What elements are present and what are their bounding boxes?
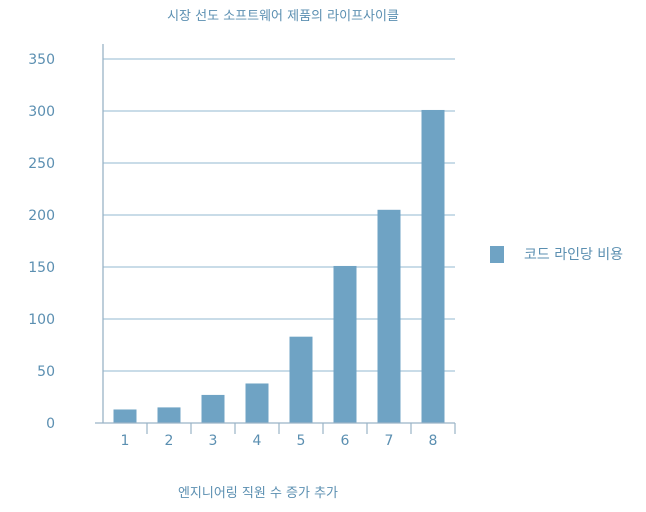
y-axis-ticks: 0 50 100 150 200 250 300 350 — [28, 52, 55, 432]
legend: 코드 라인당 비용 — [490, 246, 623, 263]
y-tick-label: 50 — [37, 364, 55, 380]
x-tick-label: 1 — [121, 433, 130, 449]
legend-swatch — [490, 246, 504, 263]
x-tick-label: 4 — [253, 433, 262, 449]
bar — [421, 109, 445, 424]
bar — [245, 383, 269, 423]
x-axis-label: 엔지니어링 직원 수 증가 추가 — [178, 486, 338, 501]
bar — [333, 265, 357, 423]
x-tick-label: 8 — [429, 433, 438, 449]
y-tick-label: 300 — [28, 104, 55, 120]
x-tick-label: 7 — [385, 433, 394, 449]
y-tick-label: 100 — [28, 312, 55, 328]
bar — [201, 394, 225, 423]
y-tick-label: 150 — [28, 260, 55, 276]
x-tick-label: 6 — [341, 433, 350, 449]
x-tick-label: 2 — [165, 433, 174, 449]
y-tick-label: 350 — [28, 52, 55, 68]
bar — [113, 409, 137, 423]
chart-title: 시장 선도 소프트웨어 제품의 라이프사이클 — [167, 9, 399, 24]
y-tick-label: 0 — [46, 416, 55, 432]
bars — [113, 109, 445, 424]
legend-label: 코드 라인당 비용 — [524, 247, 623, 263]
bar — [377, 209, 401, 423]
grid — [103, 58, 455, 372]
y-tick-label: 250 — [28, 156, 55, 172]
x-axis-ticks: 1 2 3 4 5 6 7 8 — [121, 423, 456, 449]
bar — [289, 336, 313, 423]
bar — [157, 407, 181, 423]
x-tick-label: 5 — [297, 433, 306, 449]
x-tick-label: 3 — [209, 433, 218, 449]
y-tick-label: 200 — [28, 208, 55, 224]
